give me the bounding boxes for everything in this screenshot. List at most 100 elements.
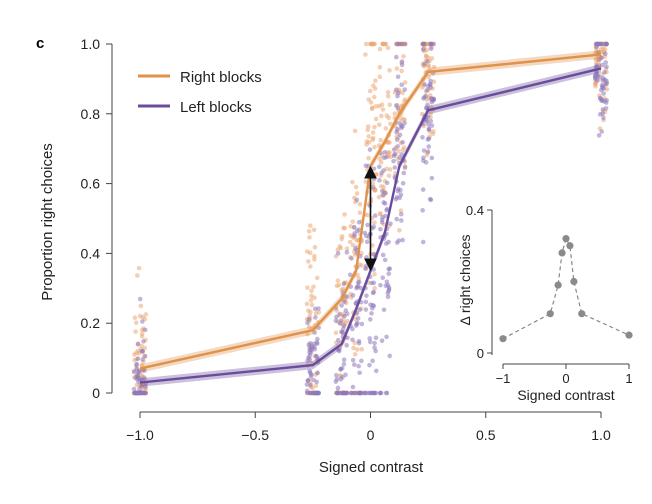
scatter-point	[335, 337, 341, 343]
scatter-point	[306, 308, 311, 313]
scatter-point	[381, 41, 387, 47]
scatter-point	[312, 244, 318, 250]
scatter-point	[363, 299, 369, 305]
scatter-point	[370, 302, 376, 308]
scatter-point	[341, 281, 347, 287]
scatter-point	[350, 384, 356, 390]
scatter-point	[598, 96, 603, 102]
scatter-point	[394, 137, 400, 142]
scatter-point	[402, 87, 408, 92]
scatter-point	[429, 175, 435, 181]
scatter-point	[350, 179, 355, 185]
scatter-point	[420, 85, 425, 90]
scatter-point	[423, 160, 429, 165]
scatter-point	[304, 301, 310, 307]
scatter-point	[309, 302, 315, 308]
scatter-point	[601, 115, 606, 121]
scatter-point	[306, 316, 312, 322]
scatter-point	[359, 321, 365, 327]
scatter-point	[603, 60, 609, 65]
scatter-point	[422, 81, 427, 87]
scatter-point	[304, 388, 310, 394]
scatter-point	[394, 240, 400, 245]
scatter-point	[367, 362, 372, 368]
scatter-point	[372, 271, 377, 277]
scatter-point	[371, 94, 377, 100]
scatter-point	[313, 315, 318, 320]
scatter-point	[354, 347, 360, 352]
scatter-point	[362, 230, 368, 236]
scatter-point	[353, 246, 358, 251]
scatter-point	[343, 372, 348, 378]
scatter-point	[425, 137, 431, 142]
scatter-point	[131, 386, 137, 392]
scatter-point	[399, 152, 404, 157]
scatter-point	[357, 210, 363, 216]
scatter-point	[397, 227, 402, 233]
scatter-point	[357, 201, 363, 207]
scatter-point	[371, 166, 377, 172]
scatter-point	[402, 41, 408, 47]
scatter-point	[428, 118, 434, 124]
scatter-point	[392, 165, 398, 170]
scatter-point	[376, 194, 382, 200]
scatter-point	[377, 64, 383, 70]
scatter-point	[394, 41, 400, 47]
scatter-point	[314, 275, 320, 281]
scatter-point	[377, 74, 383, 80]
scatter-point	[344, 318, 350, 324]
scatter-point	[307, 347, 312, 353]
scatter-point	[420, 187, 426, 192]
scatter-point	[307, 235, 312, 240]
scatter-point	[354, 197, 360, 203]
scatter-point	[341, 361, 347, 367]
scatter-point	[134, 362, 139, 368]
scatter-point	[143, 384, 148, 389]
scatter-point	[384, 180, 390, 186]
inset-x-axis-label: Signed contrast	[517, 387, 614, 403]
scatter-point	[309, 288, 314, 294]
scatter-point	[373, 368, 379, 374]
scatter-point	[428, 111, 434, 116]
scatter-point	[339, 303, 344, 308]
scatter-point	[341, 390, 347, 396]
scatter-point	[370, 130, 376, 135]
scatter-point	[388, 221, 393, 226]
scatter-point	[426, 126, 432, 132]
scatter-point	[350, 292, 356, 298]
scatter-point	[604, 78, 609, 84]
scatter-point	[344, 246, 350, 251]
scatter-point	[347, 272, 353, 278]
scatter-point	[337, 244, 343, 249]
scatter-point	[139, 362, 145, 368]
scatter-point	[420, 239, 426, 245]
scatter-point	[305, 320, 310, 326]
y-tick-label: 1.0	[81, 36, 101, 52]
scatter-point	[378, 226, 383, 232]
scatter-point	[377, 46, 383, 52]
scatter-point	[352, 233, 357, 239]
scatter-point	[349, 256, 354, 261]
scatter-point	[381, 307, 387, 313]
x-tick-label: 0	[367, 427, 375, 443]
scatter-point	[428, 46, 434, 51]
scatter-point	[312, 330, 317, 335]
scatter-point	[308, 298, 314, 303]
scatter-point	[354, 191, 360, 196]
scatter-point	[356, 338, 362, 344]
scatter-point	[379, 338, 385, 344]
scatter-point	[141, 339, 146, 344]
scatter-point	[382, 257, 388, 263]
scatter-point	[600, 62, 605, 68]
scatter-point	[401, 54, 406, 59]
scatter-point	[602, 69, 607, 75]
scatter-point	[383, 283, 389, 289]
scatter-point	[367, 147, 373, 152]
scatter-point	[373, 78, 378, 84]
scatter-point	[400, 180, 406, 186]
scatter-point	[380, 252, 386, 258]
scatter-point	[373, 116, 379, 122]
x-tick-label: 0.5	[476, 427, 496, 443]
scatter-point	[367, 336, 372, 341]
scatter-point	[376, 103, 382, 109]
